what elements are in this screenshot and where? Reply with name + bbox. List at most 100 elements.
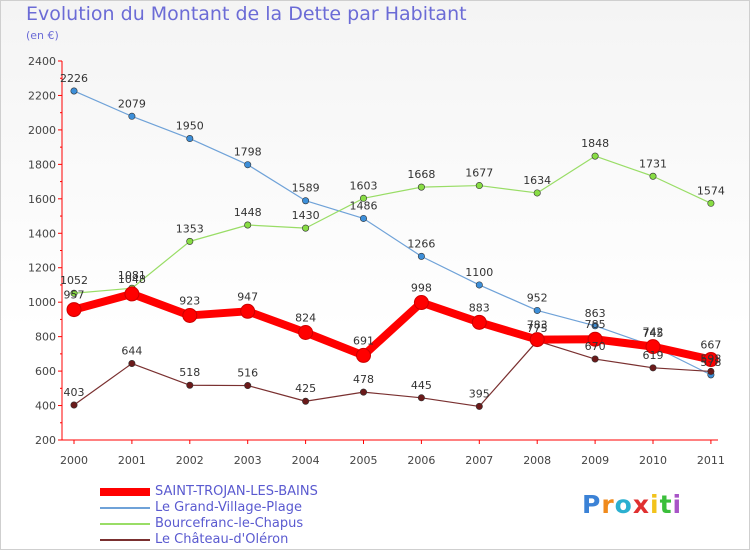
x-tick-label: 2007: [465, 454, 493, 467]
data-point: [475, 281, 483, 289]
data-label: 957: [64, 289, 85, 302]
data-label: 1430: [292, 209, 320, 222]
data-label: 923: [179, 294, 200, 307]
data-label: 1603: [350, 179, 378, 192]
series-line: [73, 155, 712, 294]
data-point: [244, 382, 252, 390]
chart-title: Evolution du Montant de la Dette par Hab…: [26, 3, 467, 25]
data-point: [356, 347, 371, 363]
data-point: [707, 199, 715, 207]
data-label: 619: [643, 349, 664, 362]
data-label: 1574: [697, 184, 725, 197]
data-label: 775: [527, 322, 548, 335]
data-label: 403: [64, 386, 85, 399]
series-line: [70, 289, 715, 364]
logo-letter: P: [582, 490, 602, 519]
data-label: 824: [295, 312, 316, 325]
data-label: 1677: [465, 167, 493, 180]
data-label: 1048: [118, 273, 146, 286]
data-point: [359, 194, 367, 202]
x-tick-label: 2000: [60, 454, 88, 467]
data-point: [529, 332, 545, 348]
y-tick-label: 200: [35, 434, 56, 447]
y-tick-label: 1400: [28, 227, 56, 240]
data-point: [66, 302, 82, 318]
data-label: 425: [295, 382, 316, 395]
legend-swatch: [100, 507, 150, 509]
x-tick-label: 2002: [176, 454, 204, 467]
data-label: 952: [527, 291, 548, 304]
data-label: 1486: [350, 199, 378, 212]
data-point: [417, 394, 425, 402]
series-line: [73, 90, 712, 376]
legend-label: Bourcefranc-le-Chapus: [155, 516, 304, 531]
data-point: [244, 221, 252, 229]
logo-letter: r: [601, 490, 615, 519]
data-point: [186, 135, 194, 143]
data-point: [124, 286, 140, 302]
line-chart: 200 400 600 800 1000 1200 1400 1600 1800 2000 2200…: [28, 55, 725, 467]
data-label: 2226: [60, 72, 88, 85]
data-point: [70, 289, 78, 297]
y-tick-label: 400: [35, 400, 56, 413]
data-label: 518: [179, 366, 200, 379]
data-point: [471, 314, 487, 330]
logo-letter: i: [672, 490, 683, 519]
data-label: 863: [585, 307, 606, 320]
data-label: 691: [353, 334, 374, 347]
data-label: 1668: [407, 168, 435, 181]
data-label: 1589: [292, 182, 320, 195]
proxiti-logo: Proxiti: [582, 490, 682, 519]
data-point: [128, 360, 136, 368]
data-point: [587, 331, 603, 347]
data-label: 2079: [118, 97, 146, 110]
chart-unit: (en €): [26, 29, 59, 42]
x-tick-label: 2008: [523, 454, 551, 467]
y-tick-label: 1800: [28, 158, 56, 171]
x-tick-label: 2003: [234, 454, 262, 467]
legend-swatch: [100, 488, 150, 496]
data-point: [70, 87, 78, 95]
data-label: 785: [585, 318, 606, 331]
data-label: 883: [469, 301, 490, 314]
data-label: 478: [353, 373, 374, 386]
data-label: 1266: [407, 237, 435, 250]
x-tick-label: 2010: [639, 454, 667, 467]
data-point: [186, 237, 194, 245]
data-point: [413, 295, 429, 311]
data-label: 998: [411, 282, 432, 295]
data-point: [591, 355, 599, 363]
data-point: [302, 197, 310, 205]
data-label: 745: [643, 327, 664, 340]
data-point: [649, 172, 657, 180]
data-label: 578: [700, 356, 721, 369]
data-label: 644: [121, 345, 142, 358]
data-point: [533, 306, 541, 314]
data-point: [649, 364, 657, 372]
data-label: 742: [643, 326, 664, 339]
legend-label: Le Château-d'Oléron: [155, 532, 289, 547]
data-point: [703, 352, 719, 368]
data-label: 1848: [581, 137, 609, 150]
x-tick-label: 2001: [118, 454, 146, 467]
data-point: [182, 307, 198, 323]
data-point: [417, 252, 425, 260]
y-tick-label: 1000: [28, 296, 56, 309]
x-tick-label: 2005: [350, 454, 378, 467]
data-point: [359, 214, 367, 222]
y-tick-label: 2400: [28, 55, 56, 68]
y-tick-label: 1200: [28, 262, 56, 275]
y-tick-label: 2200: [28, 89, 56, 102]
data-point: [475, 402, 483, 410]
data-point: [128, 112, 136, 120]
data-label: 516: [237, 367, 258, 380]
data-point: [533, 189, 541, 197]
data-point: [645, 339, 661, 355]
data-point: [298, 325, 314, 341]
data-label: 1731: [639, 157, 667, 170]
data-point: [707, 367, 715, 375]
data-label: 1081: [118, 269, 146, 282]
logo-letter: x: [632, 490, 650, 519]
data-label: 1100: [465, 266, 493, 279]
